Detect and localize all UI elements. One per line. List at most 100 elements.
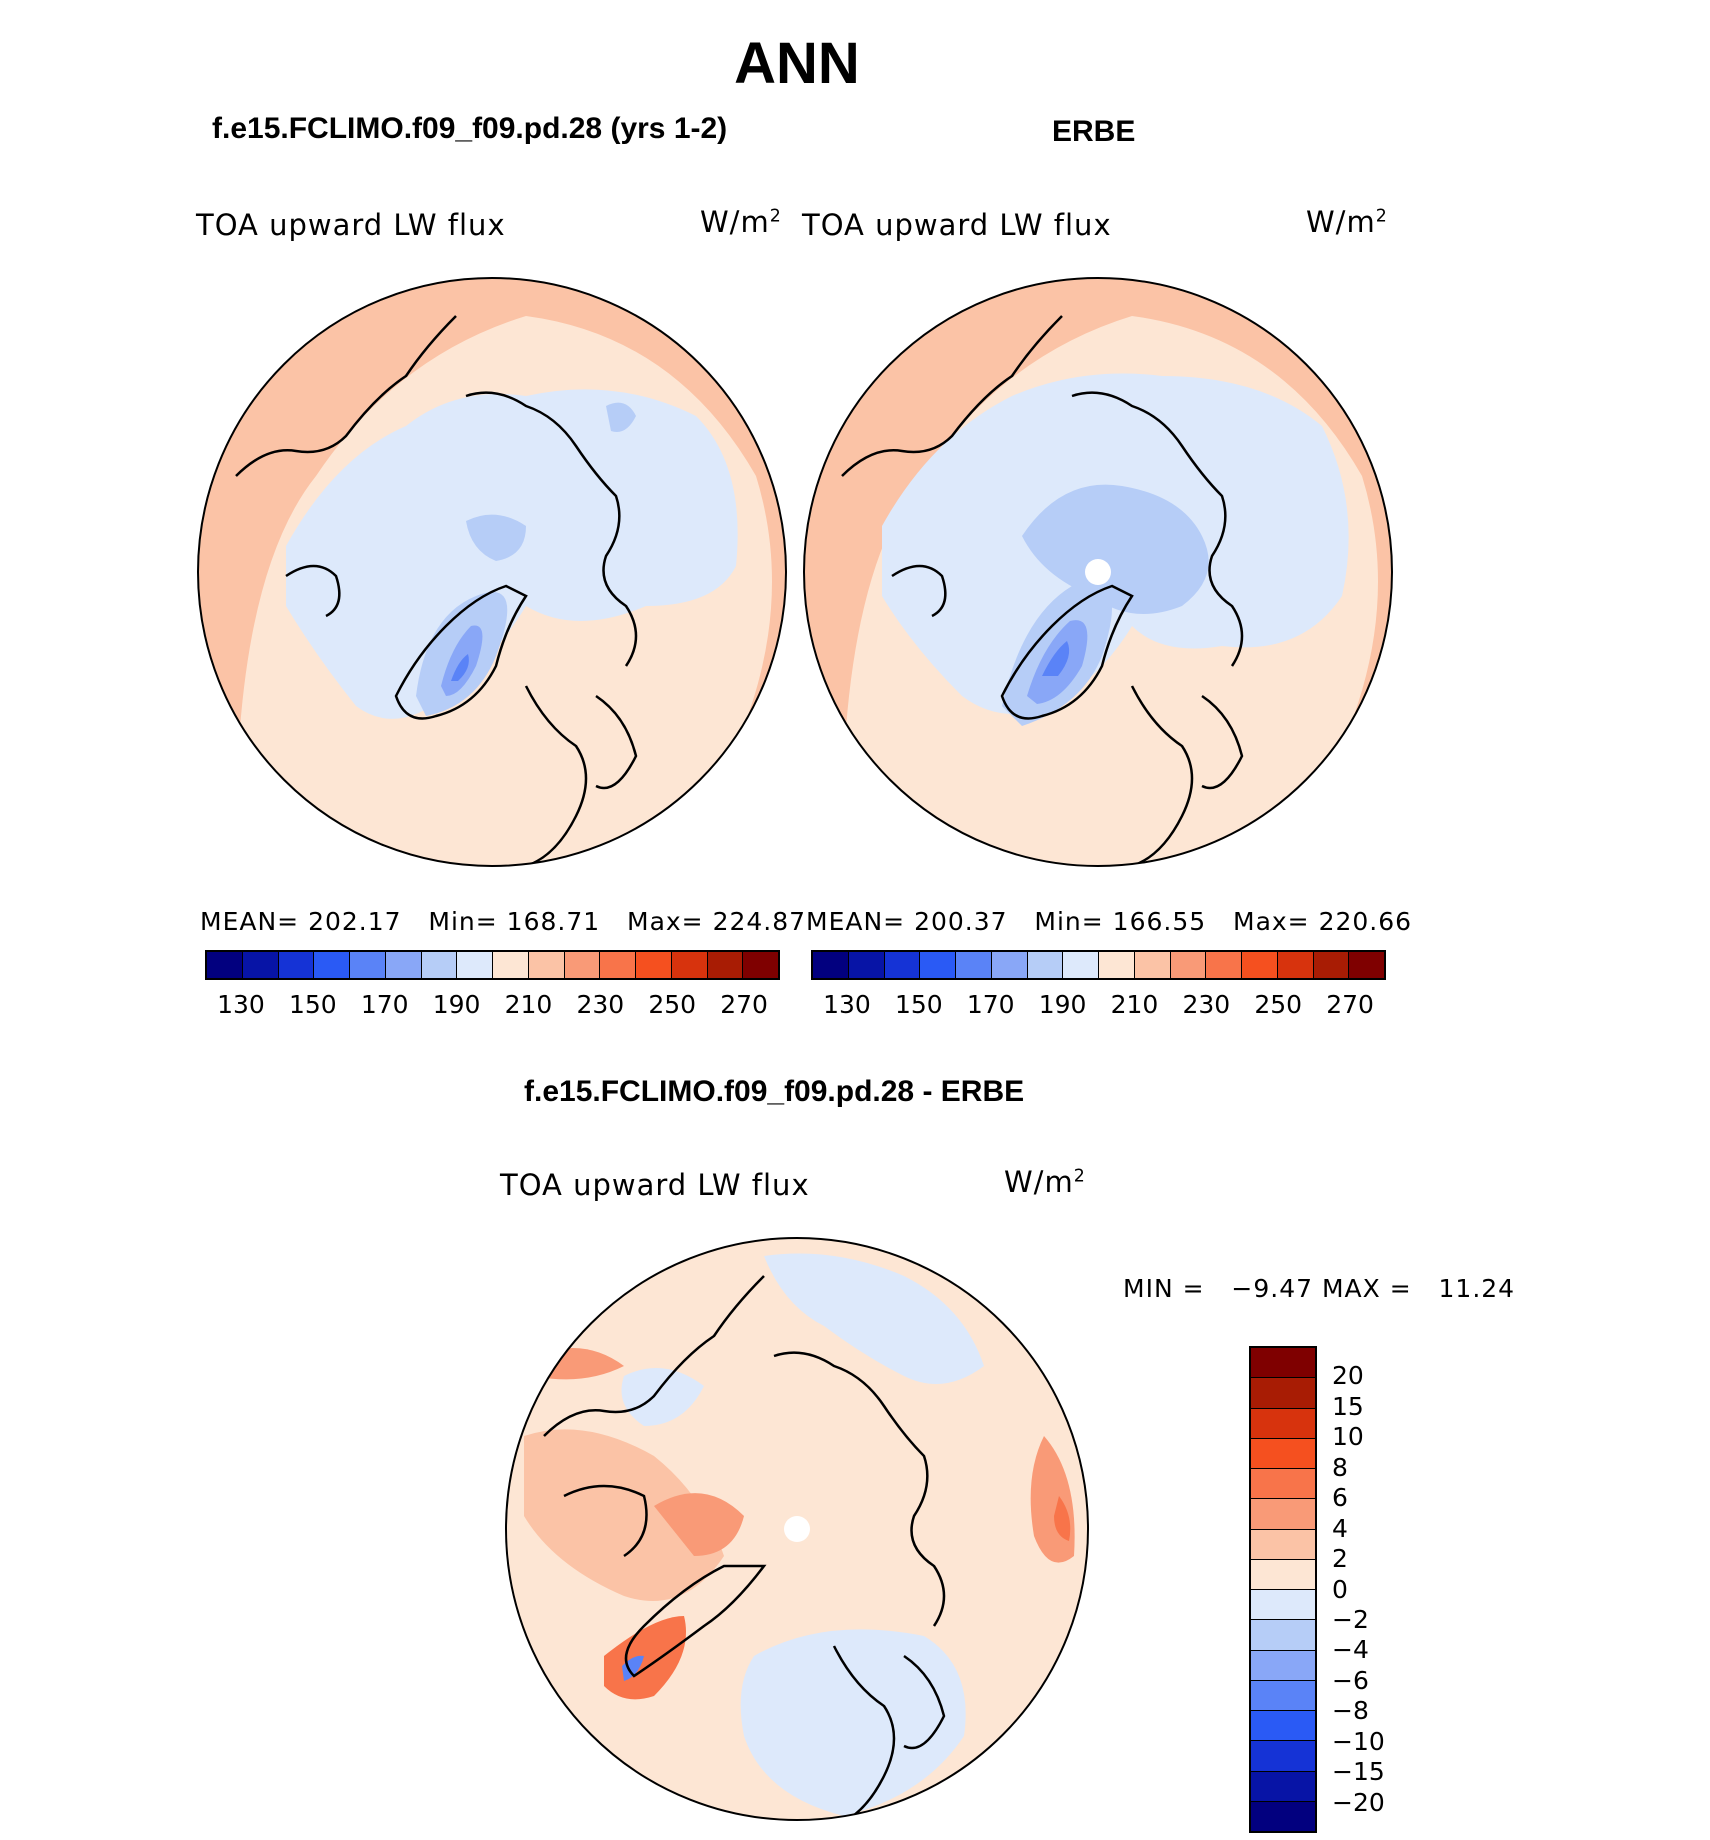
obs-variable-label: TOA upward LW flux [802,208,1112,242]
colorbar-swatch [707,952,744,978]
colorbar-tick-label: 150 [894,990,943,1019]
colorbar-swatch [1251,1741,1315,1772]
colorbar-tick-label: 130 [823,990,871,1019]
colorbar-swatch [1251,1771,1315,1802]
colorbar-tick-label: 190 [1038,990,1087,1019]
colorbar-tick-label: 170 [966,990,1015,1019]
colorbar-swatch [956,952,992,978]
map-border [803,277,1393,867]
colorbar-swatch [1251,1801,1315,1831]
colorbar-swatch [1251,1438,1315,1469]
colorbar-swatch [813,952,849,978]
colorbar-tick-label: −8 [1332,1696,1369,1726]
cold-anomaly-west [621,1368,704,1426]
greenland-peak [451,654,469,681]
colorbar-swatch [528,952,565,978]
colorbar-swatch [207,952,243,978]
colorbar-swatch [884,952,921,978]
colorbar-swatch [1242,952,1278,978]
colorbar-swatch [1251,1650,1315,1681]
cold-anomaly-north [764,1253,984,1384]
colorbar-swatch [421,952,458,978]
colorbar-swatch [278,952,315,978]
north-pole-region [466,514,526,561]
colorbar-tick-label: 10 [1332,1422,1364,1452]
obs-units-label: W/m2 [1306,205,1388,239]
greenland-peak [1042,641,1070,676]
model-colorbar [205,950,780,980]
colorbar-swatch [314,952,350,978]
colorbar-tick-label: 2 [1332,1544,1348,1574]
colorbar-tick-label: 210 [1110,990,1159,1019]
colorbar-swatch [1099,952,1135,978]
diff-variable-label: TOA upward LW flux [500,1168,810,1202]
diff-colorbar [1249,1346,1317,1833]
colorbar-swatch [1251,1590,1315,1621]
colorbar-swatch [1251,1469,1315,1500]
colorbar-tick-label: −2 [1332,1604,1369,1634]
figure-title: ANN [734,31,860,96]
colorbar-swatch [1251,1348,1315,1379]
colorbar-tick-label: 150 [288,990,337,1019]
colorbar-tick-label: 6 [1332,1483,1348,1513]
model-variable-label: TOA upward LW flux [196,208,506,242]
diff-minmax: MIN = −9.47 MAX = 11.24 [1123,1274,1516,1303]
colorbar-swatch [1134,952,1171,978]
colorbar-tick-label: 230 [576,990,625,1019]
colorbar-swatch [1251,1680,1315,1711]
siberia-region [606,402,636,432]
colorbar-tick-label: 230 [1182,990,1231,1019]
obs-stats: MEAN= 200.37 Min= 166.55 Max= 220.66 [806,907,1413,936]
diff-units-label: W/m2 [1004,1165,1086,1199]
colorbar-swatch [1170,952,1207,978]
colorbar-tick-label: 250 [1254,990,1303,1019]
pole-cold-region [1022,484,1209,614]
coastlines [543,1262,1045,1820]
obs-polar-map [803,277,1393,867]
colorbar-tick-label: 210 [504,990,553,1019]
obs-panel-header: ERBE [1052,115,1136,148]
diff-colorbar-ticks: 20 15 10 8 6 4 2 0 −2 −4 −6 −8 −10 −15 −20 [1332,1346,1432,1833]
colorbar-tick-label: −6 [1332,1665,1369,1695]
colorbar-swatch [671,952,708,978]
map-border [197,277,787,867]
colorbar-swatch [1251,1711,1315,1742]
diff-polar-map [505,1237,1089,1821]
cold-anomaly-europe [740,1629,966,1816]
colorbar-tick-label: −4 [1332,1635,1369,1665]
warm-anomaly-east-core [1054,1496,1071,1541]
colorbar-tick-label: 15 [1332,1391,1364,1421]
colorbar-tick-label: 4 [1332,1513,1348,1543]
colorbar-swatch [848,952,885,978]
colorbar-tick-label: 270 [720,990,768,1019]
colorbar-tick-label: −15 [1332,1757,1385,1787]
colorbar-swatch [1251,1499,1315,1530]
colorbar-tick-label: 8 [1332,1452,1348,1482]
colorbar-tick-label: 270 [1326,990,1374,1019]
colorbar-tick-label: −10 [1332,1726,1385,1756]
pole-hole [784,1516,810,1542]
warm-anomaly-west [524,1429,724,1601]
colorbar-tick-label: 170 [360,990,409,1019]
colorbar-swatch [1251,1408,1315,1439]
colorbar-swatch [1251,1529,1315,1560]
colorbar-swatch [1277,952,1314,978]
warm-anomaly-archipelago [654,1493,744,1556]
colorbar-swatch [600,952,636,978]
pole-hole [1085,559,1111,585]
model-panel-header: f.e15.FCLIMO.f09_f09.pd.28 (yrs 1-2) [212,112,728,145]
model-polar-map [197,277,787,867]
colorbar-swatch [242,952,279,978]
colorbar-swatch [564,952,601,978]
colorbar-swatch [1251,1378,1315,1409]
colorbar-swatch [1206,952,1242,978]
model-stats: MEAN= 202.17 Min= 168.71 Max= 224.87 [200,907,807,936]
colorbar-tick-label: 0 [1332,1574,1348,1604]
colorbar-tick-label: 130 [217,990,265,1019]
colorbar-swatch [385,952,422,978]
colorbar-swatch [991,952,1028,978]
diff-panel-header: f.e15.FCLIMO.f09_f09.pd.28 - ERBE [524,1075,1025,1108]
colorbar-swatch [493,952,529,978]
colorbar-swatch [743,952,778,978]
colorbar-swatch [1251,1559,1315,1590]
